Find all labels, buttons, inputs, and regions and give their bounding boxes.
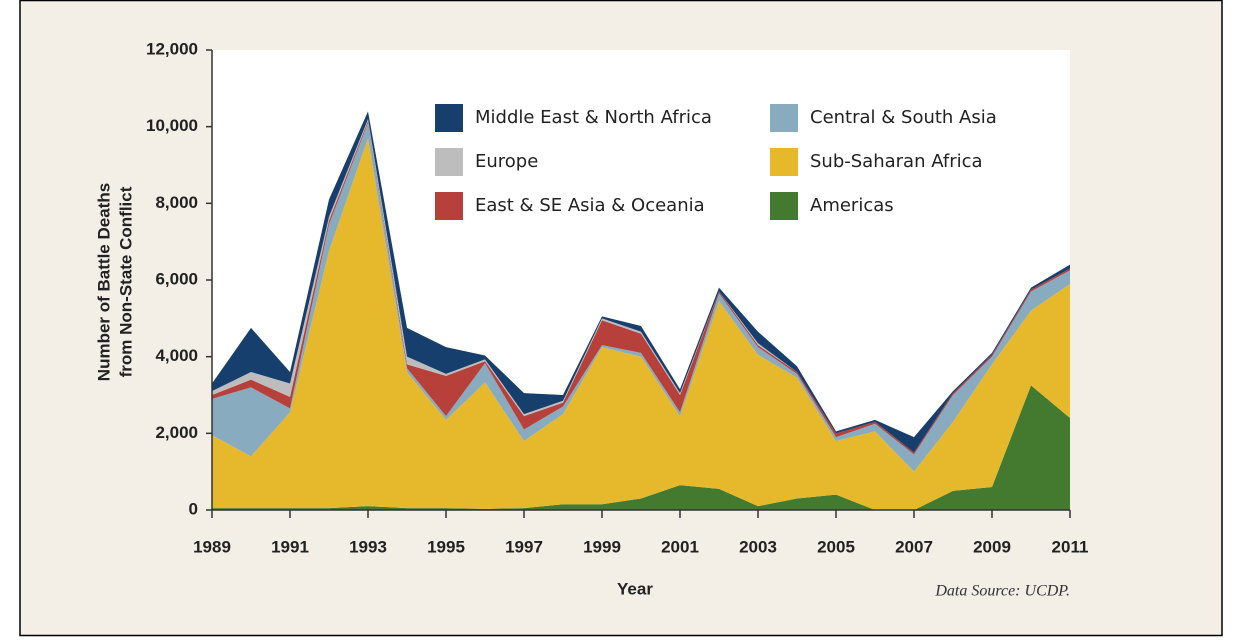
y-tick-label: 10,000 xyxy=(146,116,198,135)
x-tick-label: 1997 xyxy=(505,537,543,556)
x-tick-label: 1995 xyxy=(427,537,465,556)
legend-swatch xyxy=(770,104,798,132)
y-tick-label: 6,000 xyxy=(155,269,198,288)
legend-label: Sub-Saharan Africa xyxy=(810,151,983,172)
x-tick-label: 2007 xyxy=(895,537,933,556)
legend-swatch xyxy=(770,148,798,176)
legend-label: Central & South Asia xyxy=(810,107,997,128)
y-tick-label: 8,000 xyxy=(155,193,198,212)
y-tick-label: 2,000 xyxy=(155,423,198,442)
x-tick-label: 2003 xyxy=(739,537,777,556)
x-tick-label: 1989 xyxy=(193,537,231,556)
legend-swatch xyxy=(435,148,463,176)
x-tick-label: 1993 xyxy=(349,537,387,556)
area xyxy=(212,138,1070,510)
y-axis-title: from Non-State Conflict xyxy=(116,186,135,377)
x-tick-label: 1999 xyxy=(583,537,621,556)
x-tick-label: 2009 xyxy=(973,537,1011,556)
legend-swatch xyxy=(435,192,463,220)
legend-swatch xyxy=(435,104,463,132)
y-tick-label: 12,000 xyxy=(146,39,198,58)
area xyxy=(212,120,1070,455)
area xyxy=(212,385,1070,510)
legend-swatch xyxy=(770,192,798,220)
y-axis-title: Number of Battle Deaths xyxy=(94,183,113,381)
x-tick-label: 2001 xyxy=(661,537,699,556)
area xyxy=(212,119,1070,453)
x-tick-label: 2011 xyxy=(1052,537,1089,556)
source-note: Data Source: UCDP. xyxy=(934,583,1070,600)
legend-label: Middle East & North Africa xyxy=(475,107,712,128)
legend-label: Americas xyxy=(810,195,894,216)
legend-label: East & SE Asia & Oceania xyxy=(475,195,705,216)
x-axis-title: Year xyxy=(617,579,653,598)
legend-label: Europe xyxy=(475,151,538,172)
x-tick-label: 1991 xyxy=(271,537,309,556)
x-tick-label: 2005 xyxy=(817,537,855,556)
y-tick-label: 0 xyxy=(189,499,198,518)
y-tick-label: 4,000 xyxy=(155,346,198,365)
